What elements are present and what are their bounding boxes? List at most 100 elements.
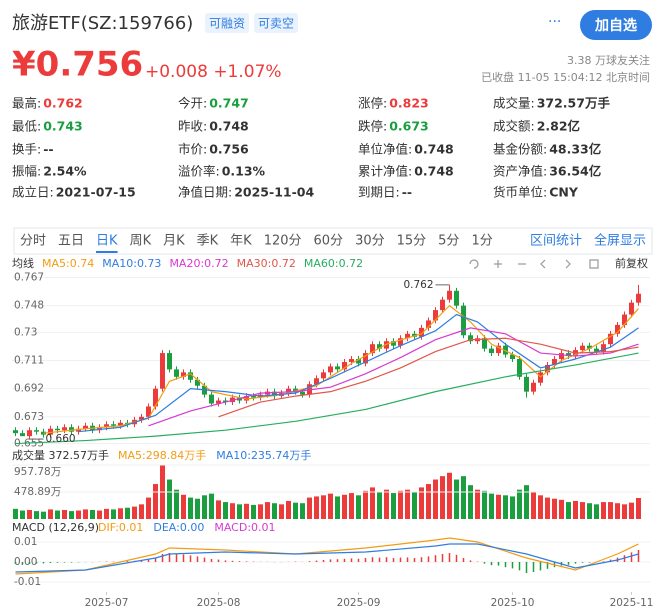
left-icon[interactable] — [540, 259, 546, 269]
y-tick-label: 0.767 — [14, 271, 44, 283]
candle-body — [188, 372, 193, 380]
volume-bar — [510, 496, 515, 519]
tab[interactable]: 5分 — [438, 234, 459, 249]
candle-body — [209, 394, 214, 404]
volume-bar — [426, 484, 431, 519]
candle-body — [272, 391, 277, 397]
stat-label: 累计净值: — [358, 164, 412, 179]
tab[interactable]: 1分 — [471, 234, 492, 249]
volume-bar — [573, 500, 578, 519]
stat-value: 0.748 — [209, 119, 249, 134]
candle-body — [384, 341, 389, 349]
volume-bar — [615, 503, 620, 519]
low-label: 0.660 — [46, 433, 76, 445]
tab[interactable]: 分时 — [20, 234, 46, 249]
x-tick-label: 2025-07 — [85, 597, 129, 609]
candle-body — [20, 433, 25, 437]
volume-bar — [489, 493, 494, 519]
tab[interactable]: 60分 — [314, 234, 344, 249]
candle-body — [167, 353, 172, 370]
candle-body — [216, 400, 221, 404]
tag-bg — [254, 13, 298, 33]
candle-body — [293, 388, 298, 392]
volume-bar — [335, 496, 340, 519]
candle-body — [524, 376, 529, 392]
tab-action[interactable]: 全屏显示 — [594, 233, 646, 249]
stat-label: 到期日: — [358, 185, 400, 200]
volume-bar — [34, 511, 39, 519]
tab[interactable]: 周K — [130, 234, 152, 249]
adjust-mode[interactable]: 前复权 — [615, 256, 648, 270]
volume-bar — [258, 504, 263, 519]
volume-bar — [405, 489, 410, 519]
candle-body — [482, 338, 487, 349]
volume-bar — [307, 497, 312, 519]
volume-bar — [314, 496, 319, 519]
volume-bar — [517, 489, 522, 519]
volume-bar — [41, 511, 46, 519]
volume-bar — [265, 502, 270, 519]
tab[interactable]: 年K — [230, 234, 252, 249]
tab[interactable]: 30分 — [355, 234, 385, 249]
volume-bar — [552, 498, 557, 519]
ma-line — [78, 313, 639, 433]
volume-bar — [377, 492, 382, 519]
ma-line — [148, 327, 639, 427]
undo-icon[interactable] — [469, 259, 479, 269]
follow-button-bg[interactable] — [580, 10, 652, 40]
y-tick-label: 0.692 — [14, 383, 44, 395]
stat-label: 最高: — [12, 96, 41, 111]
stat-label: 溢价率: — [178, 164, 220, 179]
tab[interactable]: 120分 — [264, 234, 302, 249]
tab[interactable]: 五日 — [58, 234, 84, 249]
stat-label: 涨停: — [358, 96, 387, 111]
candle-body — [153, 388, 158, 407]
stat-label: 成交量: — [493, 96, 535, 111]
stat-label: 昨收: — [178, 119, 207, 134]
candle-body — [356, 359, 361, 364]
tab[interactable]: 月K — [163, 234, 185, 249]
tab[interactable]: 季K — [197, 234, 219, 249]
y-tick-label: 0.748 — [14, 300, 44, 312]
chart-tools[interactable] — [469, 259, 599, 269]
ma-line — [15, 352, 639, 445]
stat-label: 振幅: — [12, 164, 41, 179]
candle-body — [503, 345, 508, 355]
x-tick-label: 2025-10 — [491, 597, 535, 609]
candle-body — [104, 424, 109, 428]
candle-body — [391, 341, 396, 346]
y-tick-label: 0.673 — [14, 411, 44, 423]
ma-line — [15, 537, 639, 575]
candle-body — [510, 354, 515, 360]
price-change: +0.008 +1.07% — [145, 62, 282, 82]
stat-value: 0.748 — [414, 164, 454, 179]
ma-line — [15, 543, 639, 573]
y-tick-label: 0.00 — [14, 556, 37, 568]
volume-bar — [300, 503, 305, 519]
volume-bar — [174, 489, 179, 519]
stat-value: 2025-11-04 — [234, 185, 314, 200]
stat-label: 跌停: — [358, 119, 387, 134]
followers: 3.38 万球友关注 — [567, 53, 650, 67]
stat-label: 最低: — [12, 119, 41, 134]
tab[interactable]: 日K — [96, 234, 118, 249]
right-icon[interactable] — [565, 259, 571, 269]
stat-value: 2.54% — [43, 164, 87, 179]
save-icon[interactable] — [589, 259, 599, 269]
candle-body — [251, 396, 256, 398]
more-button[interactable]: ··· — [548, 14, 561, 30]
candle-body — [146, 406, 151, 417]
zoom-icon[interactable] — [494, 260, 502, 268]
volume-bar — [272, 503, 277, 519]
tab[interactable]: 15分 — [397, 234, 427, 249]
volume-bar — [216, 500, 221, 519]
tab-action[interactable]: 区间统计 — [530, 234, 582, 249]
legend-item: MA10:235.74万手 — [216, 448, 311, 462]
stat-value: 0.13% — [222, 164, 266, 179]
candle-body — [468, 335, 473, 342]
candle-body — [629, 302, 634, 315]
candle-body — [426, 320, 431, 328]
follow-button[interactable]: 加自选 — [594, 17, 637, 34]
candle-body — [244, 396, 249, 401]
